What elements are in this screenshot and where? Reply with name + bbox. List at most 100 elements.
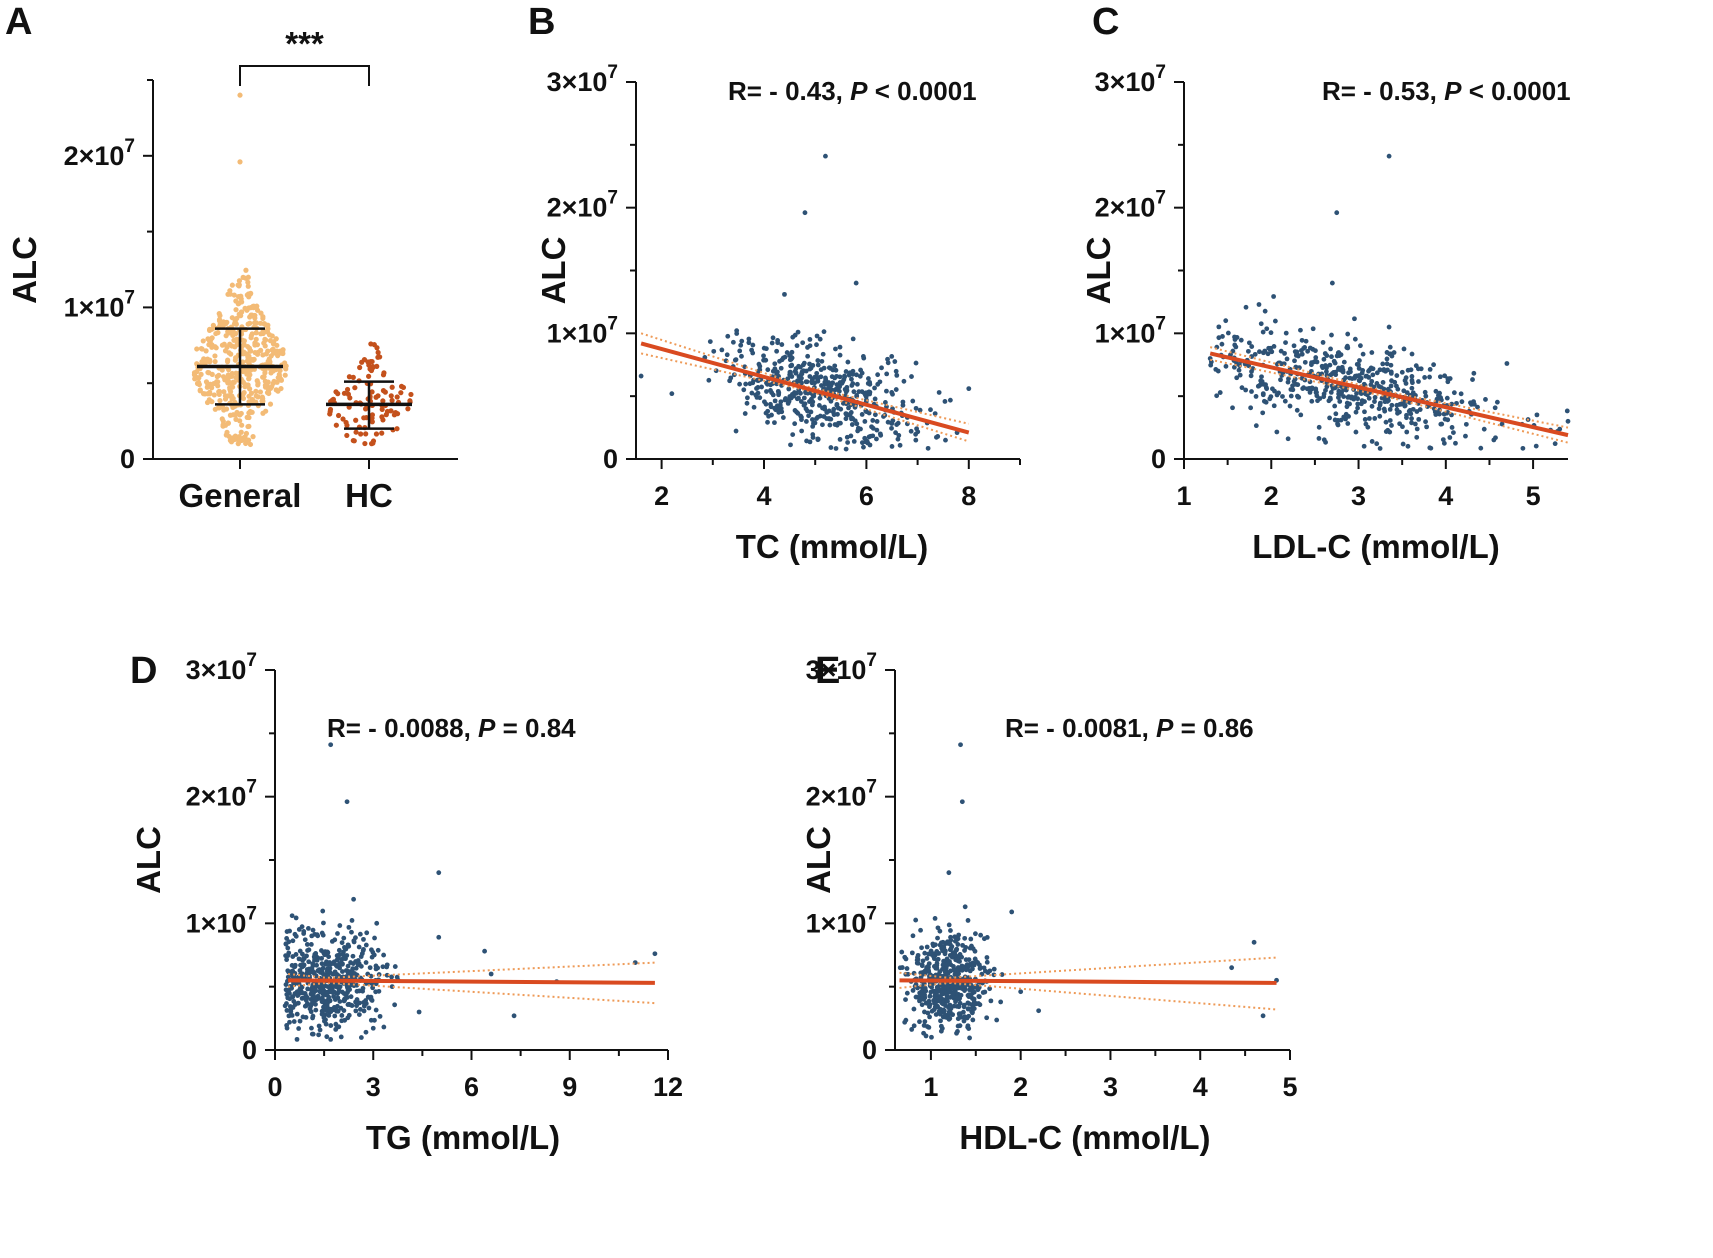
data-point bbox=[922, 1019, 928, 1024]
data-point bbox=[1427, 366, 1433, 372]
data-point bbox=[897, 442, 903, 448]
data-point bbox=[1380, 379, 1386, 385]
data-point bbox=[943, 970, 949, 976]
data-point bbox=[240, 359, 246, 365]
data-point bbox=[1217, 390, 1223, 395]
data-point bbox=[337, 961, 343, 967]
data-point bbox=[799, 428, 805, 434]
data-point bbox=[223, 333, 229, 339]
data-point bbox=[927, 972, 933, 978]
data-point bbox=[1388, 362, 1394, 368]
data-point bbox=[787, 353, 793, 359]
data-point bbox=[326, 1013, 332, 1018]
data-point bbox=[1301, 385, 1307, 391]
data-point bbox=[945, 998, 950, 1004]
outlier-point bbox=[237, 92, 243, 98]
data-point bbox=[1412, 421, 1418, 427]
stats-annotation: R= - 0.43, P < 0.0001 bbox=[728, 76, 977, 106]
data-point bbox=[320, 932, 326, 938]
data-point bbox=[946, 922, 952, 928]
data-point bbox=[287, 984, 293, 989]
data-point bbox=[1249, 389, 1254, 394]
data-point bbox=[932, 942, 938, 948]
stats-annotation: R= - 0.53, P < 0.0001 bbox=[1322, 76, 1571, 106]
data-point bbox=[212, 353, 218, 359]
data-point bbox=[1263, 385, 1269, 391]
data-point bbox=[1534, 412, 1540, 418]
data-point bbox=[739, 353, 744, 359]
data-point bbox=[1314, 359, 1320, 365]
data-point bbox=[1340, 369, 1346, 375]
data-point bbox=[851, 438, 857, 444]
data-point bbox=[1251, 939, 1257, 945]
data-point bbox=[230, 379, 236, 385]
data-point bbox=[853, 280, 859, 286]
data-point bbox=[711, 348, 717, 354]
data-point bbox=[213, 330, 219, 337]
data-point bbox=[840, 400, 846, 406]
data-point bbox=[321, 1004, 326, 1010]
data-point bbox=[272, 349, 278, 355]
x-tick-label: 4 bbox=[1438, 481, 1453, 511]
data-point bbox=[965, 1024, 971, 1030]
data-point bbox=[322, 983, 328, 989]
data-point bbox=[209, 385, 215, 391]
data-point bbox=[284, 957, 290, 963]
data-point bbox=[369, 389, 375, 395]
data-point bbox=[355, 962, 361, 968]
data-point bbox=[924, 1024, 930, 1029]
data-point bbox=[1260, 329, 1266, 335]
data-point bbox=[252, 312, 258, 319]
data-point bbox=[1246, 340, 1252, 346]
data-point bbox=[1291, 379, 1297, 384]
data-point bbox=[1386, 324, 1392, 330]
data-point bbox=[344, 432, 350, 439]
data-point bbox=[1229, 965, 1235, 971]
data-point bbox=[1216, 324, 1222, 330]
data-point bbox=[245, 279, 251, 285]
data-point bbox=[278, 350, 284, 356]
data-point bbox=[370, 438, 377, 444]
data-point bbox=[263, 322, 269, 328]
regression-line bbox=[288, 978, 655, 985]
data-point bbox=[885, 356, 890, 362]
y-tick-label: 2×107 bbox=[1095, 188, 1166, 223]
data-point bbox=[234, 340, 240, 346]
data-point bbox=[237, 412, 243, 418]
x-tick-label: HC bbox=[345, 477, 393, 514]
data-point bbox=[284, 936, 290, 941]
data-point bbox=[392, 409, 399, 416]
data-point bbox=[842, 373, 847, 379]
data-point bbox=[283, 941, 289, 947]
data-point bbox=[250, 434, 256, 440]
data-point bbox=[203, 348, 209, 354]
data-point bbox=[893, 387, 899, 392]
data-point bbox=[1372, 399, 1377, 404]
data-point bbox=[1449, 425, 1455, 430]
data-point bbox=[1328, 389, 1334, 395]
data-point bbox=[221, 389, 227, 395]
data-point bbox=[1399, 369, 1405, 375]
data-point bbox=[1333, 411, 1339, 417]
data-point bbox=[283, 982, 289, 987]
data-point bbox=[331, 1005, 337, 1010]
data-point bbox=[1471, 401, 1477, 407]
data-point bbox=[823, 381, 828, 387]
data-point bbox=[363, 415, 369, 421]
data-point bbox=[924, 956, 930, 961]
x-tick-label: 5 bbox=[1526, 481, 1541, 511]
data-point bbox=[815, 437, 821, 443]
data-point bbox=[353, 965, 359, 971]
data-point bbox=[770, 368, 776, 374]
data-point bbox=[1422, 389, 1428, 395]
ci-upper-line bbox=[1209, 346, 1569, 429]
data-point bbox=[800, 340, 806, 346]
data-point bbox=[885, 360, 891, 366]
data-point bbox=[934, 989, 940, 995]
data-point bbox=[978, 965, 983, 970]
data-point bbox=[363, 1029, 369, 1035]
data-point bbox=[192, 370, 198, 376]
data-point bbox=[1387, 418, 1393, 423]
x-tick-label: 0 bbox=[267, 1072, 282, 1102]
data-point bbox=[942, 399, 948, 404]
